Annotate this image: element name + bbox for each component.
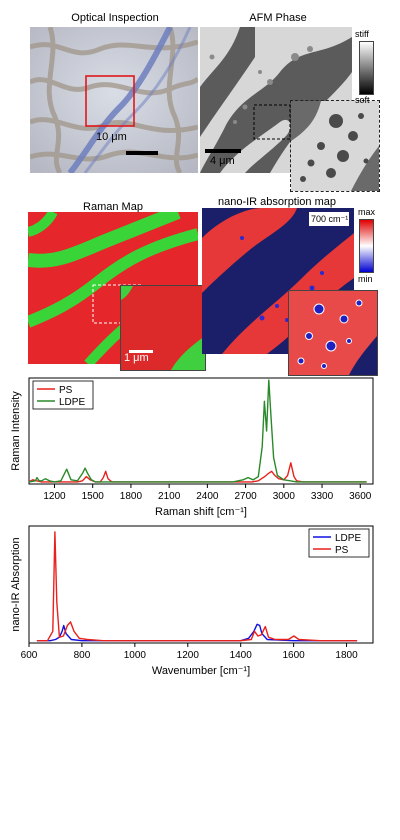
nanoir-zoom-inset xyxy=(288,290,378,376)
nanoir-inset-label: 700 cm⁻¹ xyxy=(311,214,349,224)
afm-zoom-inset xyxy=(290,100,380,192)
optical-image xyxy=(30,27,198,173)
nanoir-legend xyxy=(308,528,370,558)
nanoir-x-tick-label: 600 xyxy=(21,650,38,661)
raman-zoom-inset xyxy=(120,285,206,371)
raman-y-axis-label: Raman Intensity xyxy=(10,391,22,471)
afm-zoom-inset-graphic xyxy=(291,101,379,191)
nanoir-y-axis-label: nano-IR Absorption xyxy=(10,537,22,631)
raman-x-tick-label: 3300 xyxy=(311,491,334,502)
optical-scale-label: 10 μm xyxy=(96,131,127,143)
raman-legend xyxy=(32,380,94,410)
raman-zoom-inset-graphic xyxy=(121,286,205,370)
raman-series-ps-line xyxy=(28,462,367,483)
nanoir-colorbar-bottom-label: min xyxy=(358,274,373,284)
nanoir-colorbar-top-label: max xyxy=(358,207,376,217)
nanoir-legend-label: PS xyxy=(335,545,349,556)
raman-x-tick-label: 2100 xyxy=(158,491,181,502)
nanoir-x-axis-label: Wavenumber [cm⁻¹] xyxy=(152,665,250,677)
raman-spectrum-chart: 1200 1500 1800 2100 2400 2700 3000 3300 3600 Rama… xyxy=(10,377,374,518)
nanoir-spectrum-chart: 600 800 1000 1200 1400 1600 1800 Wavenumber [cm… xyxy=(10,525,374,677)
nanoir-x-tick-label: 1200 xyxy=(177,650,200,661)
nanoir-plot-frame xyxy=(28,525,374,644)
nanoir-zoom-inset-graphic xyxy=(289,291,377,375)
raman-x-axis-label: Raman shift [cm⁻¹] xyxy=(155,506,247,518)
raman-x-tick-label: 2400 xyxy=(196,491,219,502)
raman-x-tick-label: 1200 xyxy=(43,491,66,502)
nanoir-x-tick-label: 1000 xyxy=(124,650,147,661)
raman-series-ldpe-line xyxy=(28,379,367,483)
raman-scale-label: 1 μm xyxy=(124,352,149,364)
afm-colorbar-top-label: stiff xyxy=(355,29,369,39)
nanoir-x-tick-label: 800 xyxy=(74,650,91,661)
nanoir-x-tick-label: 1400 xyxy=(230,650,253,661)
nanoir-series-ps-line xyxy=(36,531,358,642)
nanoir-x-tick-label: 1600 xyxy=(282,650,305,661)
afm-colorbar xyxy=(359,41,374,95)
nanoir-map-title: nano-IR absorption map xyxy=(217,196,336,208)
nanoir-x-tick-label: 1800 xyxy=(335,650,358,661)
afm-title: AFM Phase xyxy=(249,12,307,24)
raman-map-title: Raman Map xyxy=(83,201,143,213)
raman-legend-label: PS xyxy=(59,385,73,396)
raman-x-tick-label: 1500 xyxy=(82,491,105,502)
optical-title: Optical Inspection xyxy=(71,12,159,24)
afm-colorbar-bottom-label: soft xyxy=(355,95,370,105)
raman-plot-frame xyxy=(28,377,374,485)
nanoir-colorbar xyxy=(359,219,374,273)
raman-x-tick-label: 2700 xyxy=(234,491,257,502)
nanoir-series-ldpe-line xyxy=(36,623,358,642)
raman-x-tick-label: 3000 xyxy=(273,491,296,502)
raman-x-tick-label: 1800 xyxy=(120,491,143,502)
afm-scale-label: 4 μm xyxy=(210,155,235,167)
raman-x-tick-label: 3600 xyxy=(349,491,372,502)
optical-image-graphic xyxy=(30,27,198,173)
raman-legend-label: LDPE xyxy=(59,397,85,408)
nanoir-legend-label: LDPE xyxy=(335,533,361,544)
